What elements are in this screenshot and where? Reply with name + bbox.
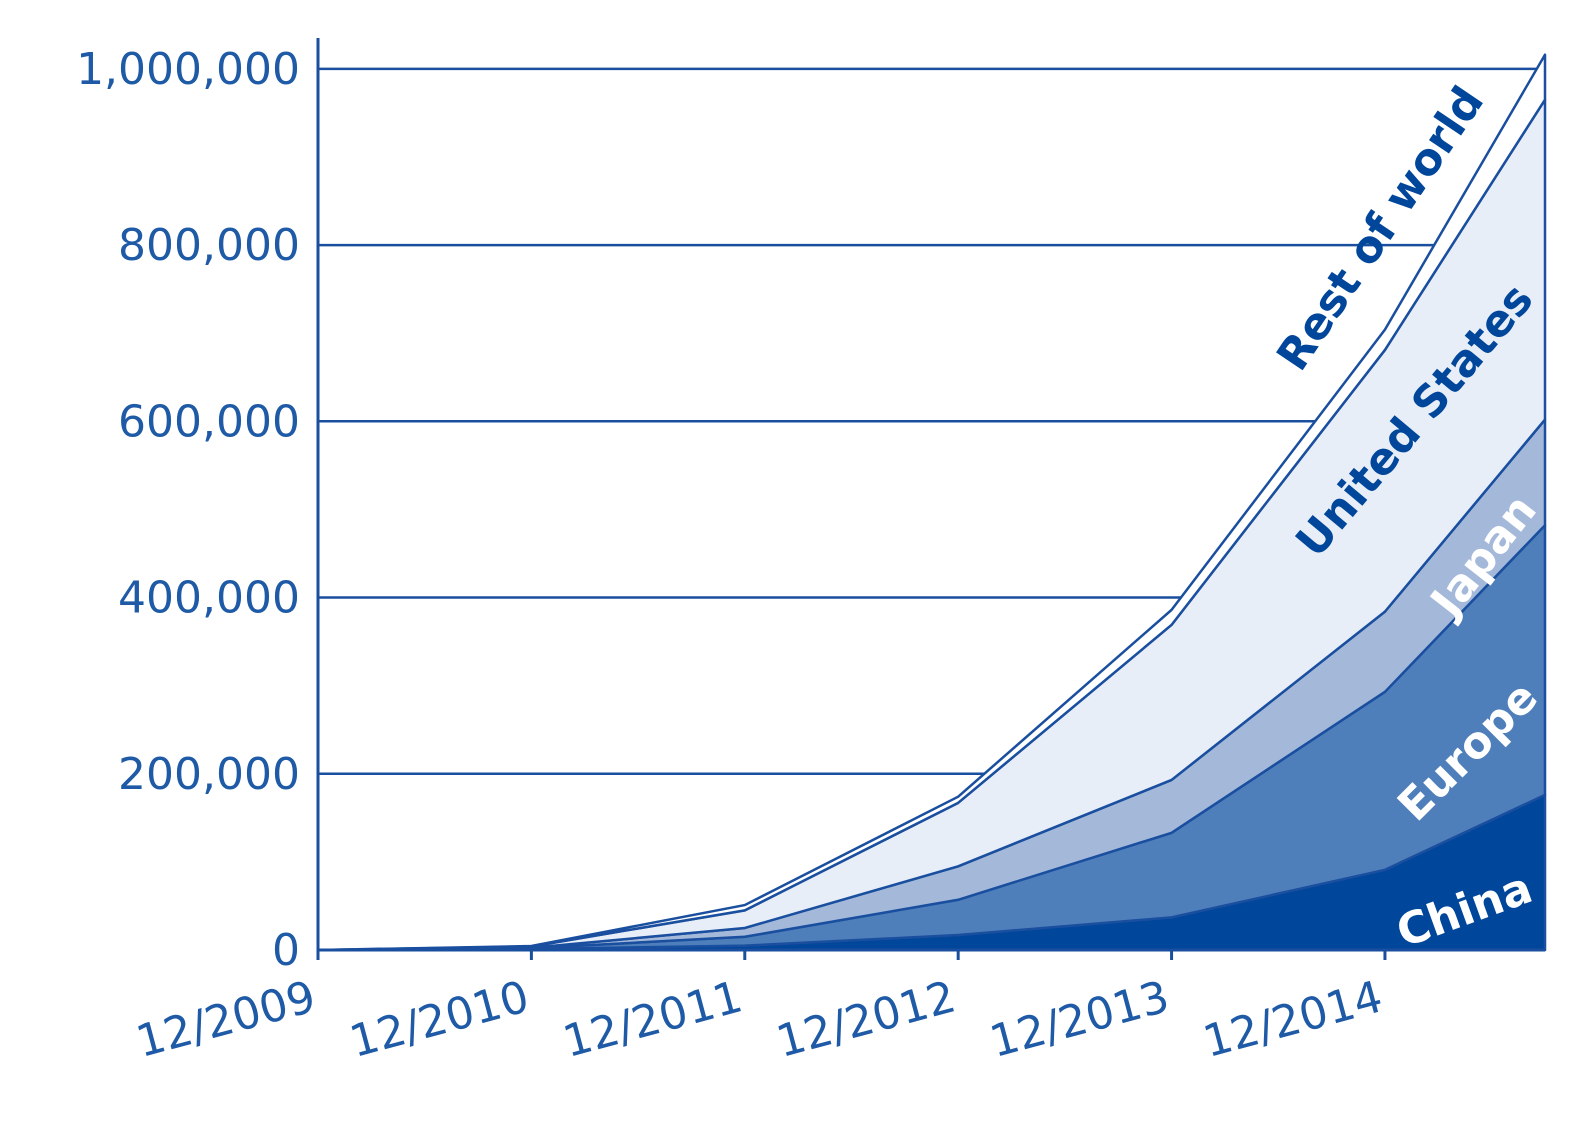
x-tick-label: 12/2010 bbox=[344, 971, 534, 1068]
y-tick-label: 200,000 bbox=[118, 749, 300, 800]
x-tick-label: 12/2012 bbox=[771, 971, 961, 1068]
x-tick-label: 12/2014 bbox=[1198, 971, 1388, 1068]
y-tick-label: 800,000 bbox=[118, 220, 300, 271]
y-tick-label: 400,000 bbox=[118, 573, 300, 624]
x-tick-label: 12/2013 bbox=[985, 971, 1175, 1068]
y-tick-label: 1,000,000 bbox=[76, 44, 300, 95]
area bbox=[316, 53, 1547, 952]
y-tick-label: 600,000 bbox=[118, 396, 300, 447]
x-tick-label: 12/2011 bbox=[558, 971, 748, 1068]
x-tick-label: 12/2009 bbox=[131, 971, 321, 1068]
y-tick-label: 0 bbox=[272, 925, 300, 976]
